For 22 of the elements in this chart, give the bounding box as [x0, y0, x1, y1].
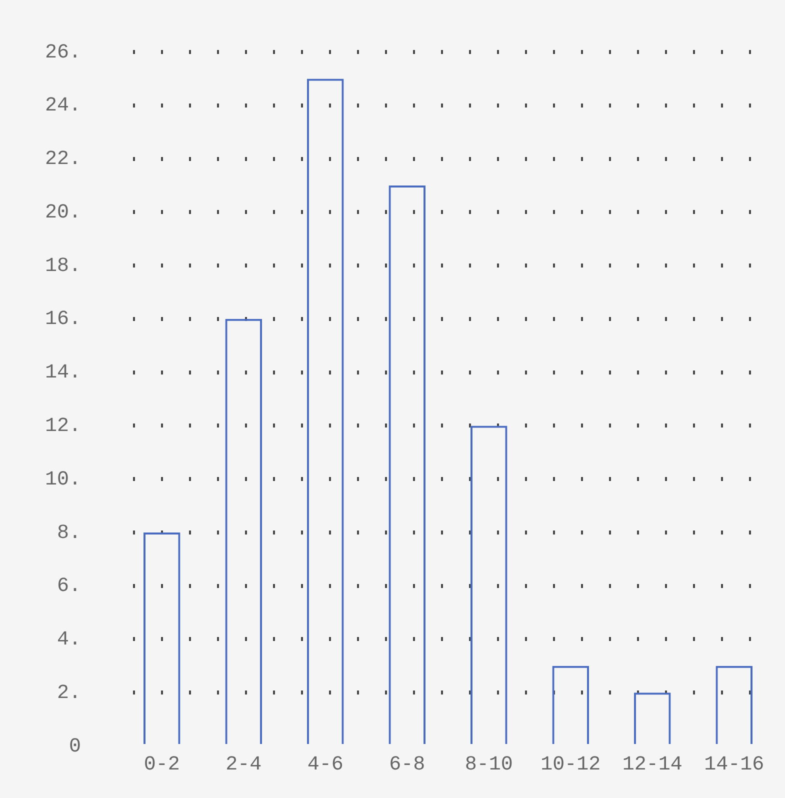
y-tick-label: 22. — [44, 148, 82, 172]
y-tick-label: 12. — [44, 414, 82, 438]
x-tick-label: 14-16 — [704, 753, 764, 776]
y-tick-label: 2. — [56, 682, 82, 705]
x-tick-label: 2-4 — [226, 753, 262, 776]
y-tick-label: 6. — [56, 575, 82, 598]
y-tick-label: 8. — [56, 522, 82, 545]
y-tick-label: 16. — [44, 308, 82, 332]
y-tick-label: 18. — [44, 254, 82, 278]
y-tick-label: 20. — [44, 201, 82, 224]
x-tick-label: 6-8 — [389, 753, 426, 776]
x-tick-label: 4-6 — [307, 753, 344, 776]
x-tick-label: 12-14 — [622, 753, 682, 776]
y-tick-label: 4. — [56, 628, 82, 652]
y-tick-label: 26. — [44, 41, 82, 64]
y-tick-label: 14. — [44, 362, 82, 385]
x-tick-label: 0-2 — [144, 753, 180, 776]
y-tick-label: 10. — [44, 468, 82, 492]
x-tick-label: 10-12 — [540, 753, 601, 776]
x-tick-label: 8-10 — [464, 753, 513, 776]
y-tick-label: 24. — [44, 94, 82, 118]
y-tick-label: 0 — [68, 735, 82, 758]
